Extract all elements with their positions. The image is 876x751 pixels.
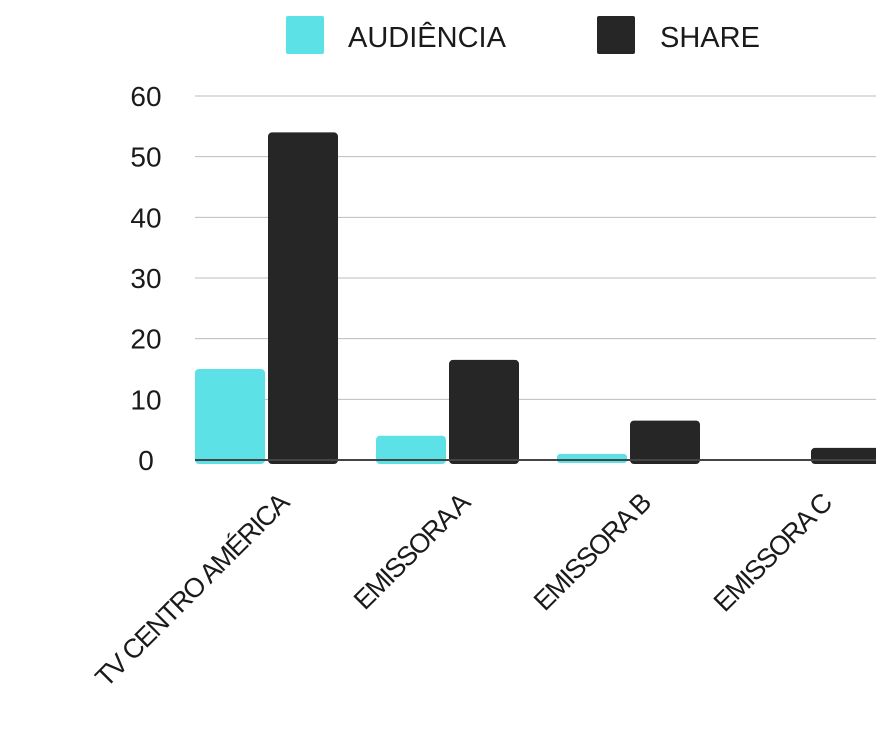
legend-label: SHARE (660, 22, 760, 54)
y-tick-label: 20 (130, 324, 161, 355)
bar-share-0 (268, 132, 338, 464)
bar-share-3 (811, 447, 876, 464)
bar-audi-ncia-1 (376, 435, 446, 464)
bars (195, 132, 876, 464)
bar-audi-ncia-0 (195, 369, 265, 464)
legend-swatch (597, 16, 635, 54)
x-category-label: EMISSORA C (708, 487, 838, 617)
x-axis-labels: TV CENTRO AMÉRICA EMISSORA A EMISSORA B EMI… (90, 487, 838, 693)
y-tick-label: 60 (130, 81, 161, 112)
y-tick-label: 50 (130, 142, 161, 173)
x-category-label: EMISSORA A (348, 487, 476, 615)
x-category-label: TV CENTRO AMÉRICA (90, 487, 296, 693)
x-category-label: EMISSORA B (528, 488, 657, 617)
legend: AUDIÊNCIA SHARE (286, 16, 760, 54)
bar-share-1 (449, 359, 519, 464)
bar-audi-ncia-2 (557, 453, 627, 464)
bar-share-2 (630, 420, 700, 464)
y-tick-label: 40 (130, 202, 161, 233)
y-tick-label: 10 (130, 384, 161, 415)
legend-label: AUDIÊNCIA (348, 21, 507, 54)
y-tick-label: 30 (130, 263, 161, 294)
legend-swatch (286, 16, 324, 54)
y-axis-ticks: 0 10 20 30 40 50 60 (130, 81, 161, 476)
y-tick-label: 0 (138, 445, 154, 476)
